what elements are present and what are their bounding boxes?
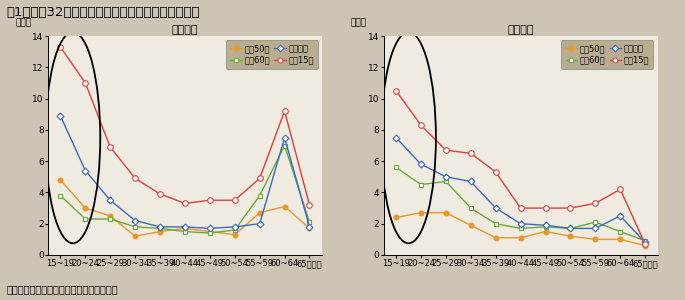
Legend: 昭和50年, 昭和60年, 平成７年, 平成15年: 昭和50年, 昭和60年, 平成７年, 平成15年 <box>226 40 318 69</box>
Title: （男性）: （男性） <box>172 25 198 35</box>
Title: （女性）: （女性） <box>508 25 534 35</box>
Y-axis label: （％）: （％） <box>351 18 367 27</box>
Y-axis label: （％）: （％） <box>15 18 32 27</box>
Text: 第1－序－32図　年齢階級別完全失業率の年次推移: 第1－序－32図 年齢階級別完全失業率の年次推移 <box>7 6 200 19</box>
Legend: 昭和50年, 昭和60年, 平成７年, 平成15年: 昭和50年, 昭和60年, 平成７年, 平成15年 <box>562 40 653 69</box>
Text: （備考）総務省「労働力調査」より作成。: （備考）総務省「労働力調査」より作成。 <box>7 284 119 294</box>
